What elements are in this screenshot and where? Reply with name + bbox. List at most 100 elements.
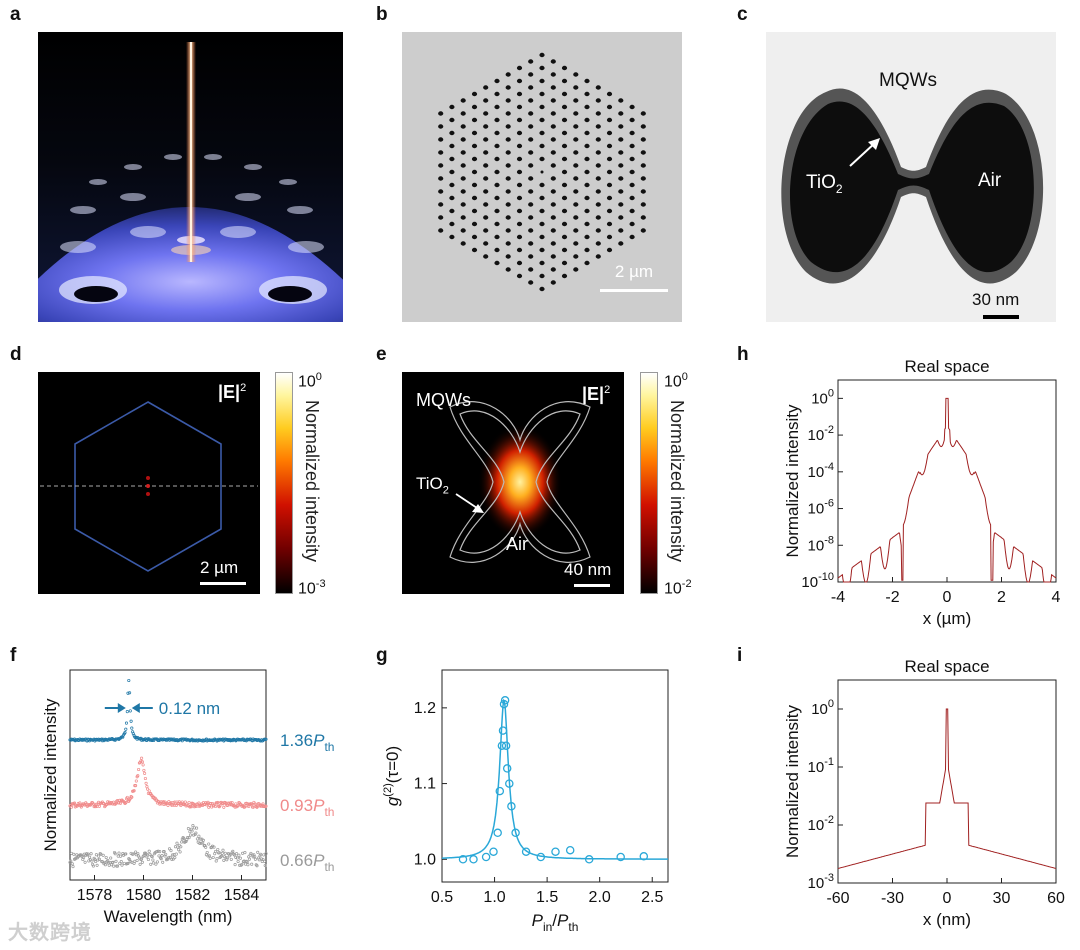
- plot-frame: [69, 669, 267, 881]
- data-point: [497, 741, 507, 750]
- sem-hole: [471, 247, 478, 253]
- data-point: [76, 802, 80, 806]
- x-tick-label: 1.5: [536, 889, 558, 906]
- colorbar: [275, 372, 293, 594]
- sem-hole: [629, 143, 635, 149]
- series-0.93: [68, 756, 268, 809]
- data-point: [97, 857, 101, 861]
- data-point: [250, 862, 254, 866]
- sem-hole: [460, 98, 466, 103]
- data-point: [216, 847, 220, 852]
- data-point: [230, 800, 234, 805]
- data-point: [189, 805, 193, 809]
- data-point: [155, 860, 159, 864]
- sem-hole: [606, 195, 613, 201]
- sem-hole: [505, 176, 511, 181]
- data-point: [253, 855, 257, 859]
- sem-hole: [584, 234, 590, 240]
- chart-i: Real space -60 -30 0 30 60 x (nm) 100 10-1 10-2 10…: [783, 657, 1065, 929]
- sem-hole: [584, 169, 590, 175]
- sem-hole: [471, 104, 478, 110]
- data-point: [125, 710, 129, 714]
- data-point: [237, 853, 241, 857]
- sem-hole: [539, 78, 545, 84]
- sem-hole: [539, 247, 545, 253]
- data-point: [161, 800, 166, 804]
- data-point: [100, 737, 104, 741]
- panel-label-h: h: [737, 344, 749, 365]
- x-tick-label: -30: [881, 890, 904, 907]
- data-point: [246, 863, 250, 867]
- data-point: [204, 845, 208, 849]
- data-point: [146, 787, 150, 791]
- data-point: [124, 727, 128, 731]
- air-label: Air: [978, 170, 1002, 191]
- data-point: [95, 863, 99, 867]
- sem-hole: [483, 189, 489, 194]
- scale-bar: [983, 315, 1019, 319]
- sem-hole: [471, 117, 478, 123]
- x-tick-label: 2: [997, 589, 1006, 606]
- sem-hole: [595, 202, 601, 207]
- series-1.36: [68, 678, 268, 743]
- sem-hole: [528, 150, 534, 155]
- data-point: [78, 801, 82, 805]
- sem-hole: [618, 228, 624, 233]
- sem-hole: [516, 273, 523, 279]
- sem-hole: [606, 117, 613, 123]
- data-point: [245, 860, 249, 864]
- arrow-icon: [455, 493, 484, 513]
- data-point: [222, 858, 226, 862]
- sem-hole: [494, 78, 500, 84]
- data-point: [190, 829, 194, 833]
- sem-hole: [505, 124, 511, 129]
- y-axis-label: Normalized intensity: [783, 704, 802, 858]
- data-point: [263, 863, 267, 868]
- sem-hole: [640, 228, 646, 233]
- arrow-icon: [849, 138, 880, 167]
- data-point: [169, 849, 173, 853]
- data-point: [101, 853, 105, 857]
- sem-hole: [573, 176, 579, 181]
- sem-hole: [573, 111, 579, 116]
- data-point: [156, 849, 160, 853]
- data-point: [214, 859, 218, 863]
- data-point: [536, 852, 546, 862]
- data-point: [495, 786, 505, 796]
- sem-hole: [550, 267, 556, 272]
- y-tick-label: 10-4: [808, 461, 834, 481]
- data-point: [136, 851, 140, 856]
- data-point: [159, 857, 163, 861]
- scale-bar-label: 2 µm: [614, 262, 654, 281]
- data-point: [119, 860, 123, 864]
- data-point: [111, 860, 115, 864]
- data-point: [124, 801, 128, 805]
- sem-hole: [449, 143, 455, 149]
- data-point: [243, 805, 247, 809]
- y-tick-label: 100: [811, 387, 834, 407]
- sem-hole: [640, 202, 646, 207]
- sem-hole: [539, 143, 545, 149]
- sem-hole: [584, 247, 590, 253]
- sem-hole: [595, 228, 601, 233]
- data-point: [102, 801, 106, 806]
- sem-hole: [528, 85, 534, 90]
- sem-hole: [561, 117, 568, 123]
- sem-hole: [584, 156, 590, 162]
- sem-hole: [539, 221, 545, 227]
- sem-hole: [550, 137, 556, 142]
- colorbar-title: Normalized intensity: [667, 400, 687, 563]
- sem-hole: [471, 169, 478, 175]
- sem-hole: [606, 91, 613, 97]
- data-point: [128, 860, 132, 864]
- sem-hole: [505, 228, 511, 233]
- sem-hole: [528, 137, 534, 142]
- chart-title: Real space: [904, 657, 989, 676]
- sem-hole: [584, 91, 590, 97]
- data-point: [205, 850, 209, 855]
- data-point: [213, 849, 218, 854]
- sem-hole: [460, 137, 466, 142]
- sem-hole: [640, 176, 646, 181]
- sem-hole: [460, 150, 466, 155]
- sem-hole: [539, 182, 545, 188]
